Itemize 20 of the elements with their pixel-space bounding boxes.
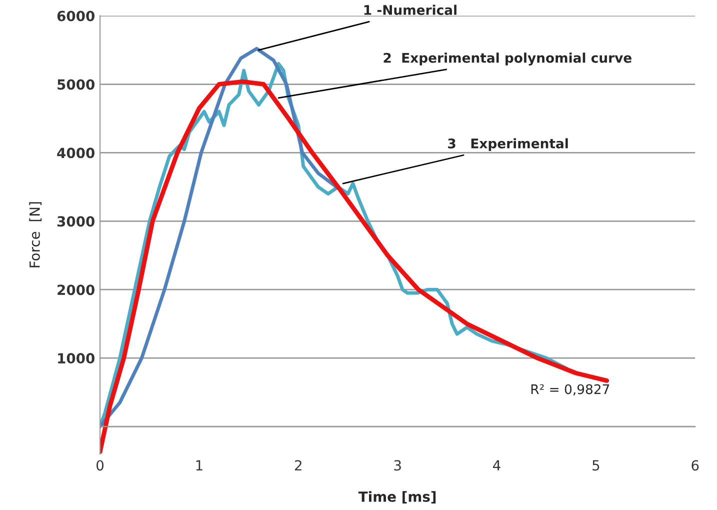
x-tick-label: 1 — [196, 460, 202, 470]
x-tick-label: 6 — [692, 460, 699, 471]
annotation: 3 Experimental — [448, 138, 568, 152]
annotation: 2 Experimental polynomial curve — [384, 52, 632, 66]
x-tick-label: 5 — [592, 460, 600, 471]
x-tick-label: 4 — [493, 460, 500, 470]
x-axis-title: Time [ms] — [358, 491, 436, 504]
y-tick-label: 5000 — [58, 79, 94, 90]
y-tick-label: 1000 — [58, 353, 94, 364]
y-tick-label: 4000 — [57, 148, 94, 158]
line-series — [100, 79, 610, 454]
y-tick-label: 6000 — [57, 10, 94, 22]
y-axis-title: Force [N] — [29, 202, 42, 268]
annotation: 1 -Numerical — [364, 4, 456, 15]
x-tick-label: 0 — [96, 460, 104, 471]
y-tick-label: 2000 — [58, 284, 94, 296]
x-tick-label: 2 — [294, 460, 302, 470]
x-tick-label: 3 — [394, 460, 401, 471]
annotation: R² = 0,9827 — [531, 384, 610, 396]
y-tick-label: 3000 — [57, 216, 94, 227]
